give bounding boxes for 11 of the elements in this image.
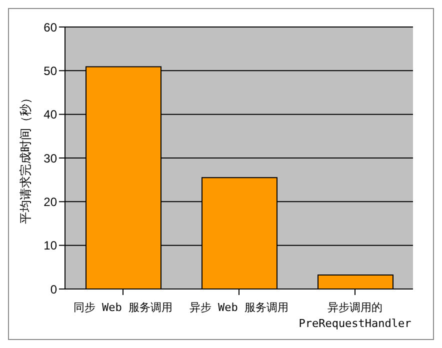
y-tick-label: 60	[44, 20, 58, 34]
y-tick-label: 40	[44, 108, 58, 122]
x-tick-label: 异步调用的 PreRequestHandler	[298, 301, 412, 330]
y-tick-label: 0	[50, 282, 58, 296]
y-tick-label: 50	[44, 64, 58, 78]
y-tick-label: 30	[44, 151, 58, 166]
x-tick-label: 同步 Web 服务调用	[73, 301, 173, 314]
y-tick-label: 10	[44, 238, 58, 253]
y-axis-title: 平均请求完成时间（秒）	[18, 92, 32, 224]
x-tick-label: 异步 Web 服务调用	[189, 301, 289, 314]
y-tick-label: 20	[44, 194, 58, 209]
